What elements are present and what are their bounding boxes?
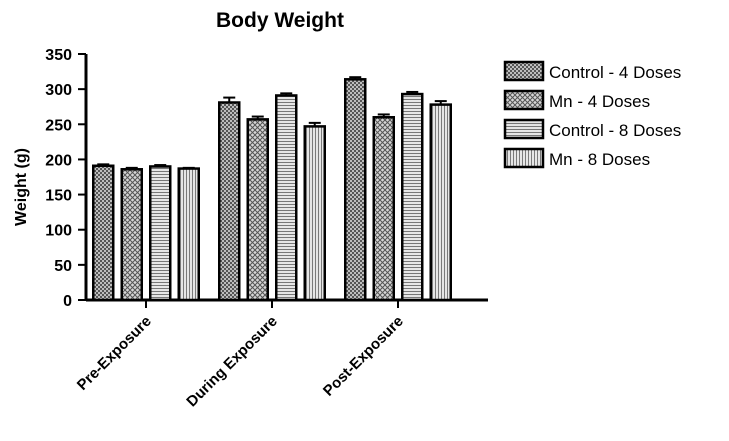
bar — [303, 125, 326, 302]
legend-entry: Control - 8 Doses — [549, 121, 681, 140]
y-tick-label: 50 — [54, 258, 72, 275]
bar — [429, 103, 452, 302]
legend-swatch — [503, 89, 545, 111]
bar — [92, 164, 115, 302]
y-tick-label: 250 — [45, 117, 72, 134]
legend-swatch — [503, 118, 545, 140]
bar — [401, 92, 424, 302]
bar — [218, 101, 241, 302]
y-tick-label: 200 — [45, 152, 72, 169]
x-tick-label: Pre-Exposure — [74, 313, 155, 394]
legend-entry: Mn - 8 Doses — [549, 150, 650, 169]
bar — [275, 94, 298, 302]
legend-entry: Mn - 4 Doses — [549, 92, 650, 111]
bar — [246, 118, 269, 302]
y-tick-label: 150 — [45, 188, 72, 205]
legend-swatch — [503, 147, 545, 169]
x-tick-label: During Exposure — [183, 313, 280, 410]
y-tick-label: 300 — [45, 82, 72, 99]
x-tick-label: Post-Exposure — [320, 313, 407, 400]
bar — [344, 78, 367, 302]
bar — [149, 165, 172, 302]
bar — [120, 168, 143, 302]
bar — [177, 167, 200, 302]
y-axis-label: Weight (g) — [13, 148, 30, 226]
y-tick-label: 0 — [63, 293, 72, 310]
plot-area: 0 50 100 150 200 250 300 350 Pre-Exposure During … — [45, 47, 488, 410]
y-tick-label: 100 — [45, 223, 72, 240]
legend-entry: Control - 4 Doses — [549, 63, 681, 82]
bar — [372, 116, 395, 302]
y-tick-label: 350 — [45, 47, 72, 64]
chart-title: Body Weight — [216, 9, 344, 32]
legend: Control - 4 Doses Mn - 4 Doses Control - 8… — [503, 60, 681, 169]
legend-swatch — [503, 60, 545, 82]
